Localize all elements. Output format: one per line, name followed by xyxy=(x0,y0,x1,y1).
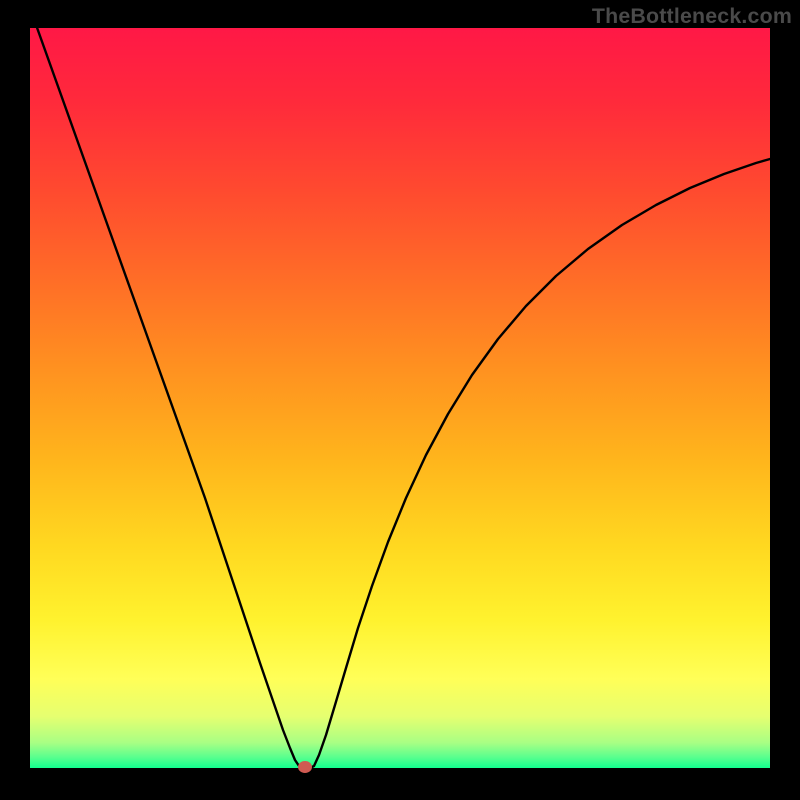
chart-svg xyxy=(0,0,800,800)
chart-stage: TheBottleneck.com xyxy=(0,0,800,800)
watermark-label: TheBottleneck.com xyxy=(592,4,792,29)
plot-area xyxy=(30,28,770,768)
minimum-marker xyxy=(299,762,312,773)
